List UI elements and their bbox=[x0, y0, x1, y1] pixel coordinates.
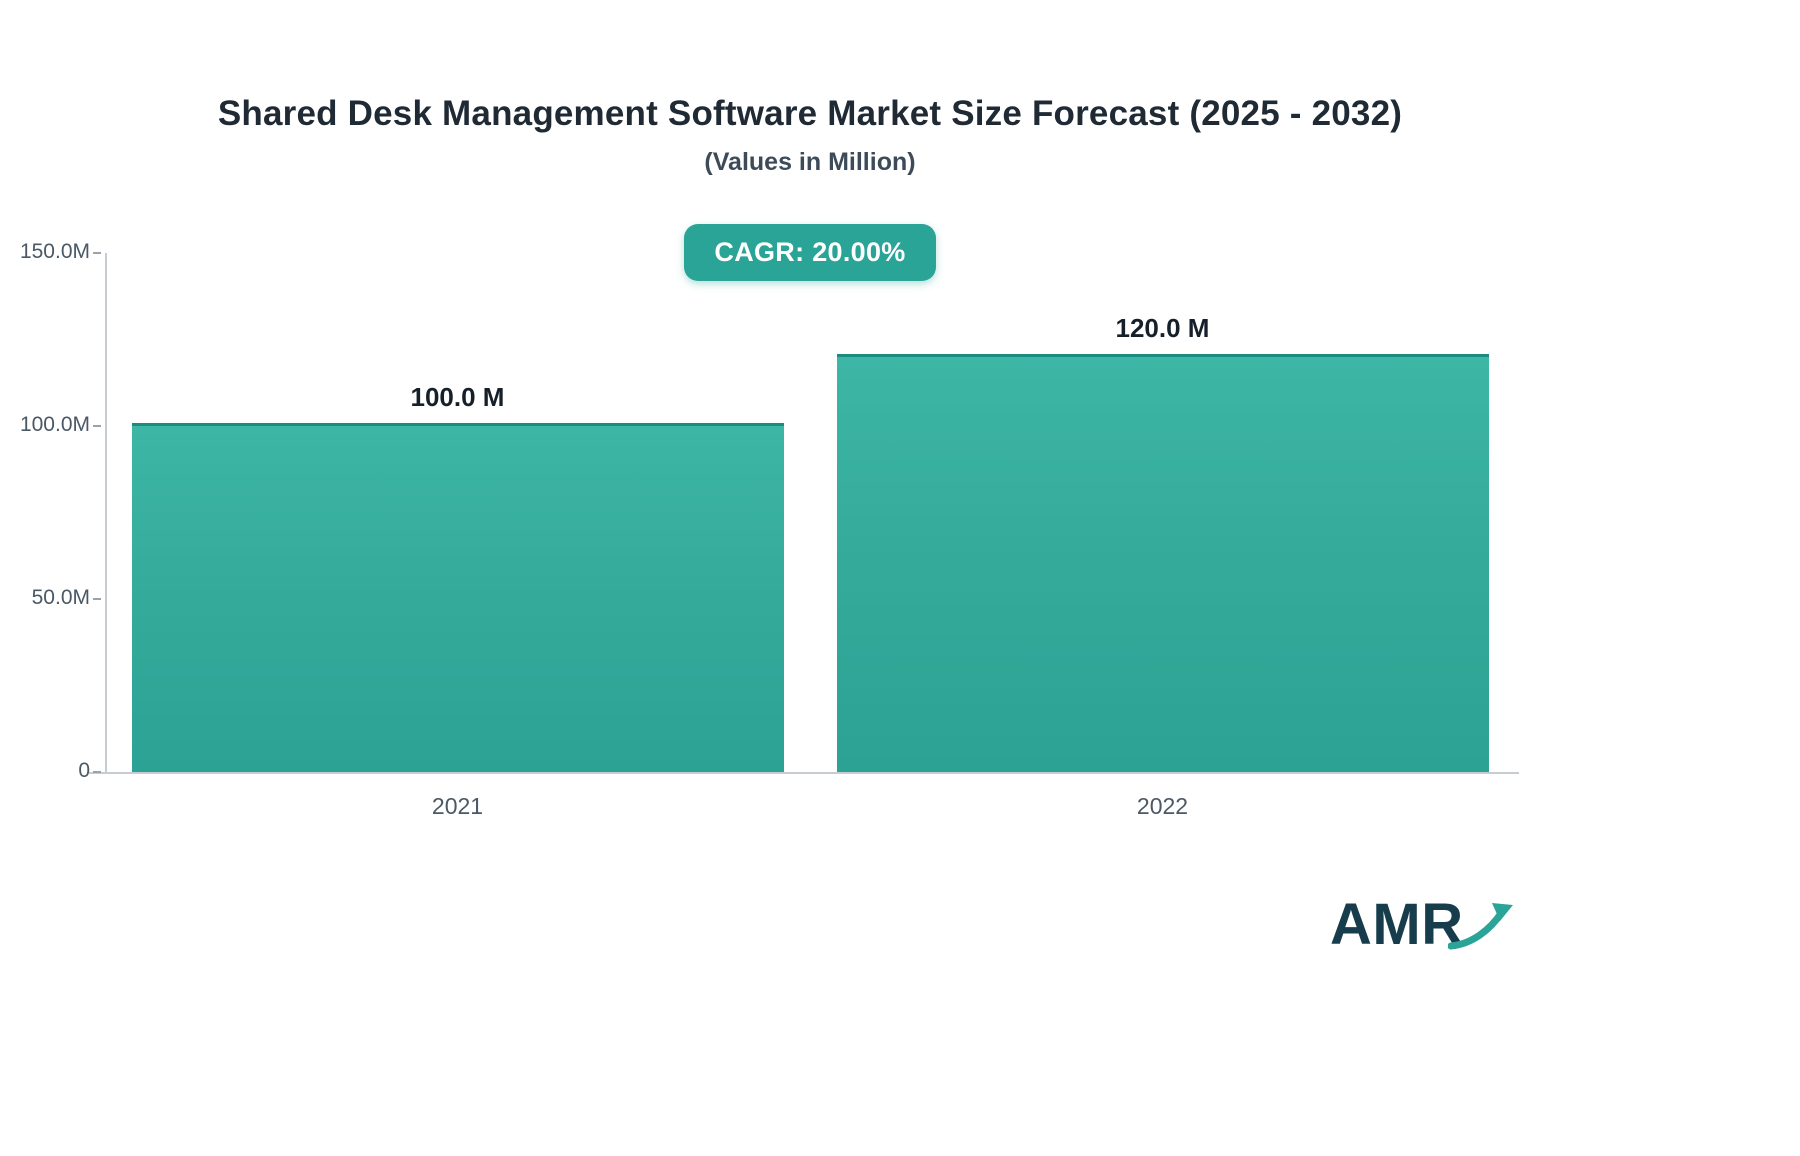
y-ticks: 0 50.0M 100.0M 150.0M bbox=[20, 240, 1515, 782]
amr-logo: AMR bbox=[1330, 896, 1514, 954]
y-tick-label: 50.0M bbox=[31, 586, 90, 609]
y-tick-label: 100.0M bbox=[19, 413, 90, 436]
bar-2021 bbox=[131, 423, 784, 772]
plot-region: 0 50.0M 100.0M 150.0M 100.0 M 2021 120.0 M 202… bbox=[20, 240, 1519, 819]
chart-subtitle: (Values in Million) bbox=[704, 148, 916, 176]
chart-title: Shared Desk Management Software Market S… bbox=[217, 94, 1403, 133]
bars: 100.0 M 2021 120.0 M 2022 bbox=[105, 253, 1515, 819]
bar-value-label: 120.0 M bbox=[1115, 312, 1210, 343]
bar-slot: 100.0 M 2021 bbox=[131, 253, 784, 819]
bar-slot: 120.0 M 2022 bbox=[836, 253, 1489, 819]
x-axis-label: 2022 bbox=[1136, 793, 1189, 819]
bar-2022 bbox=[836, 353, 1489, 772]
x-axis-label: 2021 bbox=[431, 793, 484, 819]
y-tick-mark bbox=[93, 252, 101, 254]
y-tick-mark bbox=[93, 771, 101, 773]
y-tick-mark bbox=[93, 425, 101, 427]
y-tick-label: 0 bbox=[78, 759, 90, 782]
y-tick-mark bbox=[93, 598, 101, 600]
bar-value-label: 100.0 M bbox=[410, 382, 505, 412]
growth-arrow-icon bbox=[1447, 903, 1513, 950]
badge-row: CAGR: 20.00% bbox=[0, 224, 1620, 281]
y-axis-line bbox=[105, 253, 107, 772]
amr-logo-text: AMR bbox=[1330, 892, 1464, 957]
y-tick-label: 150.0M bbox=[19, 240, 90, 263]
x-axis-line bbox=[89, 772, 1519, 774]
cagr-badge: CAGR: 20.00% bbox=[684, 224, 936, 281]
